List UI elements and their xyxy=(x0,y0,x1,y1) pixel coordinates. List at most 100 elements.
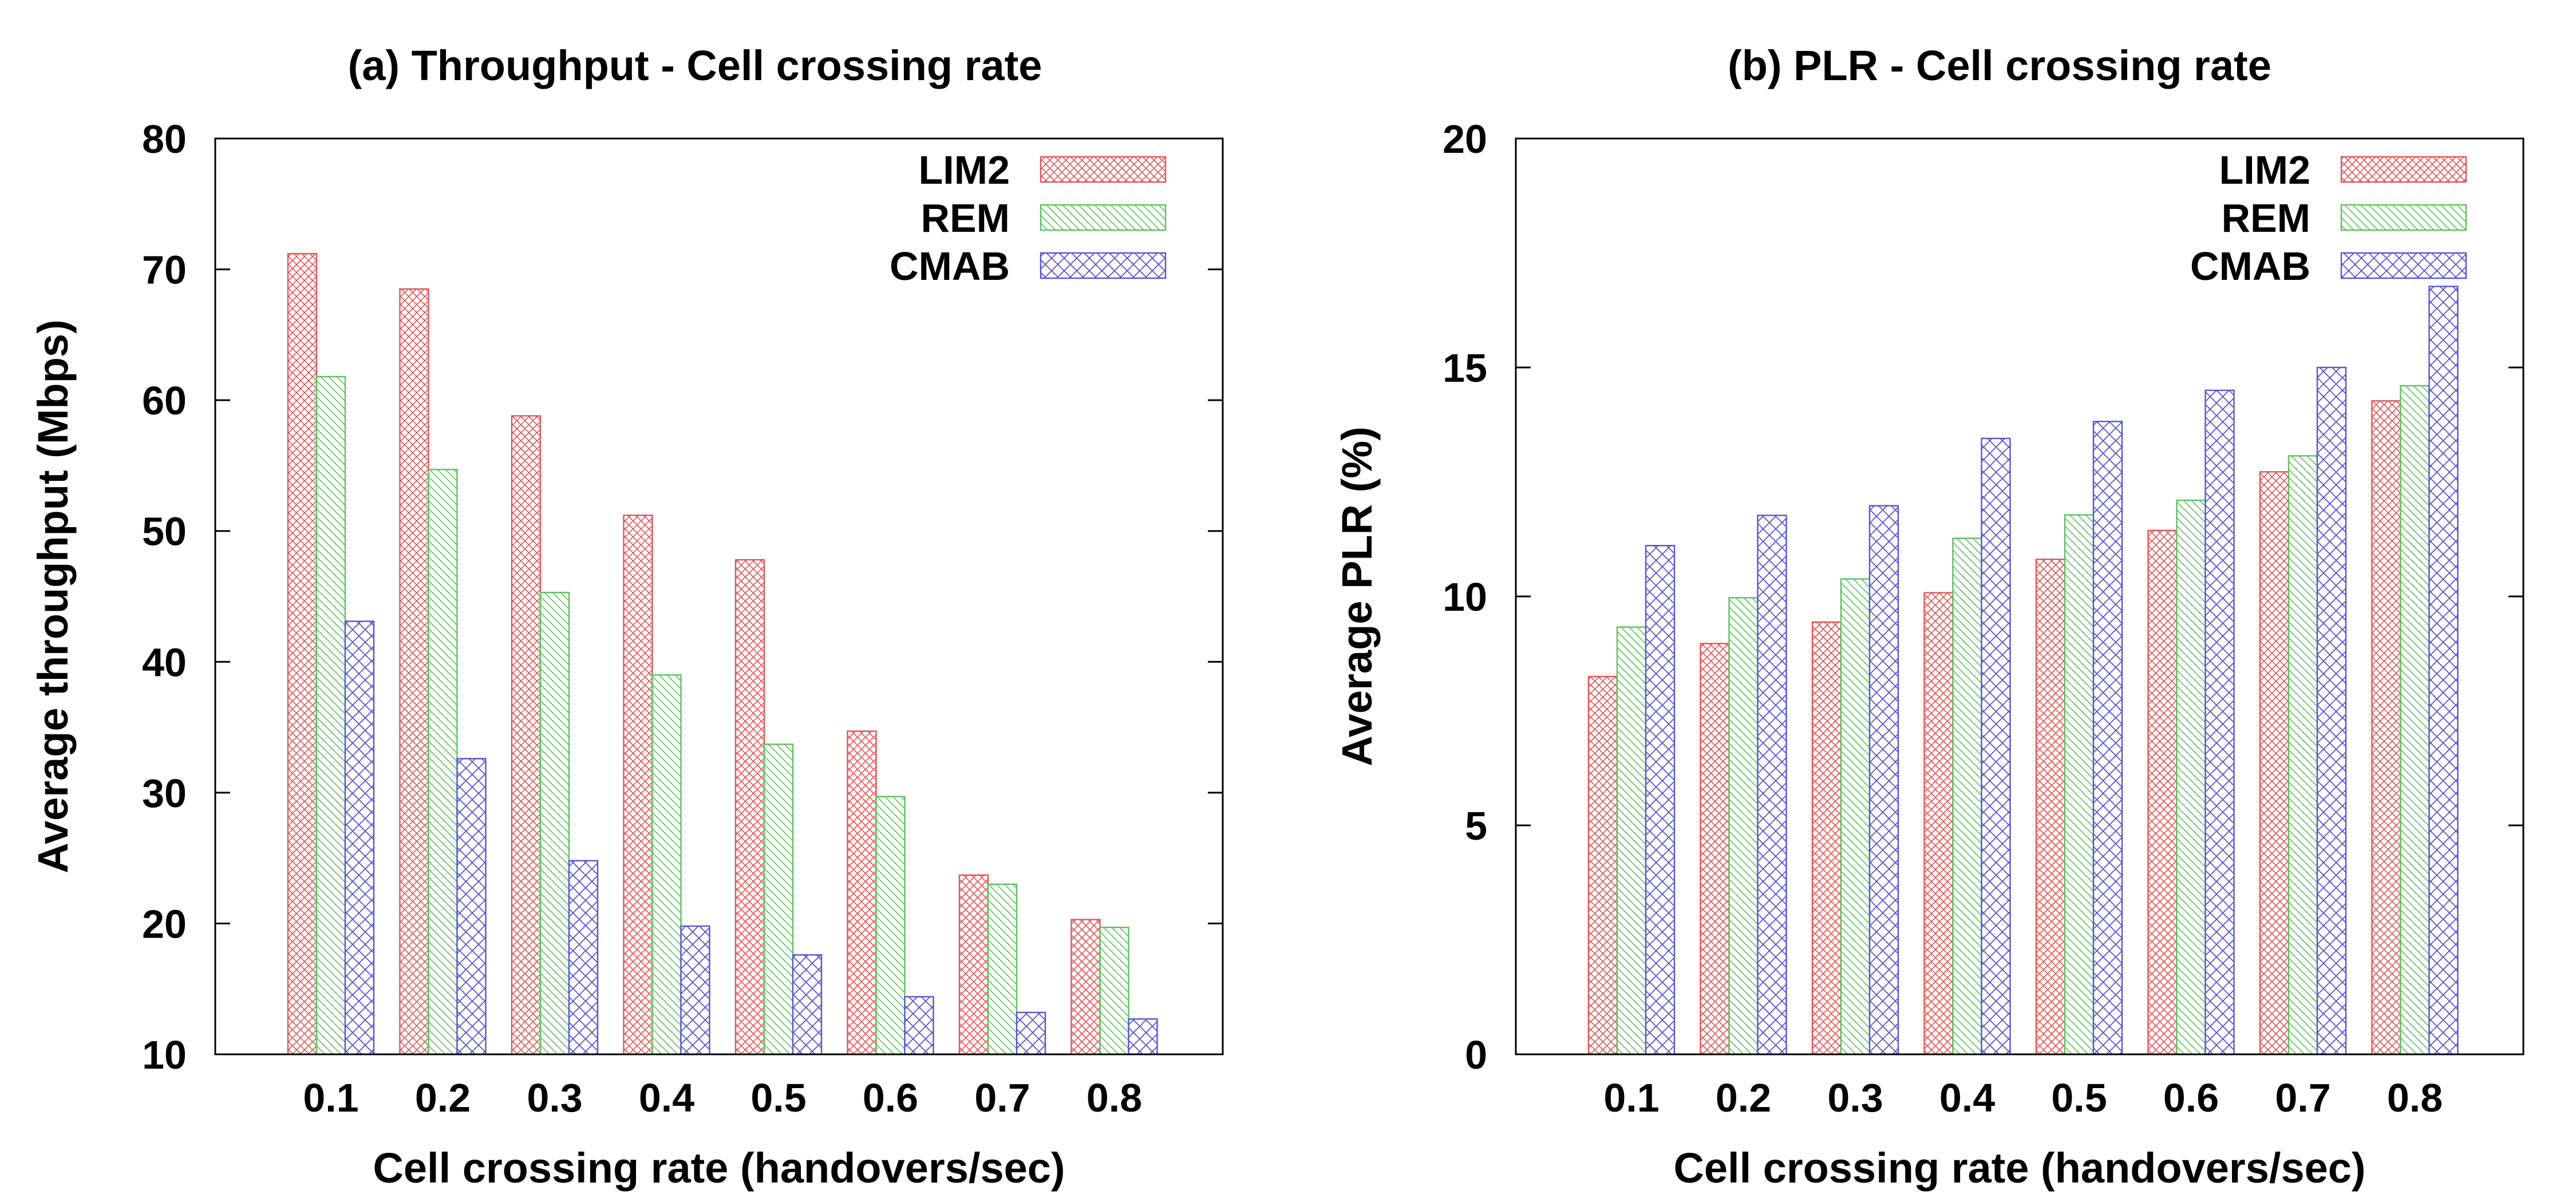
x-axis-label: Cell crossing rate (handovers/sec) xyxy=(373,1144,1065,1192)
x-tick-label: 0.6 xyxy=(2163,1076,2219,1120)
y-tick-label: 70 xyxy=(142,248,187,292)
y-tick-label: 5 xyxy=(1465,804,1487,848)
legend-swatch-cmab xyxy=(1040,252,1167,279)
x-tick-label: 0.5 xyxy=(750,1076,806,1120)
x-tick-label: 0.4 xyxy=(1939,1076,1995,1120)
bar-rem-0.2 xyxy=(1728,597,1759,1055)
y-axis-label: Average throughput (Mbps) xyxy=(29,319,77,873)
panel-throughput: (a) Throughput - Cell crossing rate 10 20… xyxy=(29,42,1224,1192)
y-tick-label: 10 xyxy=(142,1033,187,1077)
bar-lim2-0.3 xyxy=(1811,621,1842,1055)
chart-title: (b) PLR - Cell crossing rate xyxy=(1728,42,2271,89)
legend-swatch-rem xyxy=(2340,204,2467,231)
bar-rem-0.7 xyxy=(2287,455,2318,1055)
bar-rem-0.7 xyxy=(987,883,1018,1055)
bar-cmab-0.2 xyxy=(456,758,487,1055)
bar-lim2-0.1 xyxy=(287,252,318,1055)
panel-plr: (b) PLR - Cell crossing rate 0 5 10 15 20 0.… xyxy=(1333,42,2524,1192)
legend-label-lim2: LIM2 xyxy=(2219,148,2310,192)
x-axis: 0.1 0.2 0.3 0.4 0.5 0.6 0.7 0.8 xyxy=(303,1039,1142,1120)
bar-cmab-0.3 xyxy=(1868,505,1899,1055)
bar-lim2-0.3 xyxy=(511,415,542,1055)
y-axis: 10 20 30 40 50 60 70 80 xyxy=(142,117,1223,1077)
legend-label-rem: REM xyxy=(920,196,1010,240)
bar-rem-0.6 xyxy=(2176,499,2206,1055)
bar-cmab-0.6 xyxy=(904,996,934,1055)
bar-rem-0.6 xyxy=(875,796,906,1055)
x-tick-label: 0.1 xyxy=(303,1076,358,1120)
bar-cmab-0.5 xyxy=(2092,421,2123,1055)
x-tick-label: 0.3 xyxy=(527,1076,582,1120)
x-tick-label: 0.3 xyxy=(1827,1076,1883,1120)
x-tick-label: 0.5 xyxy=(2051,1076,2107,1120)
bar-lim2-0.7 xyxy=(2259,471,2290,1055)
bars xyxy=(1587,286,2459,1055)
legend-swatch-lim2 xyxy=(1040,156,1167,183)
bar-rem-0.4 xyxy=(1952,537,1982,1055)
bar-lim2-0.2 xyxy=(399,288,429,1055)
y-tick-label: 20 xyxy=(1443,117,1487,161)
legend-label-cmab: CMAB xyxy=(2190,244,2310,288)
x-tick-label: 0.1 xyxy=(1603,1076,1659,1120)
bar-rem-0.4 xyxy=(651,674,682,1055)
bar-rem-0.1 xyxy=(315,375,346,1055)
bar-rem-0.5 xyxy=(763,744,794,1055)
bar-rem-0.2 xyxy=(428,469,458,1055)
bar-cmab-0.3 xyxy=(568,860,599,1055)
bar-cmab-0.7 xyxy=(1016,1011,1046,1055)
x-tick-label: 0.2 xyxy=(415,1076,471,1120)
y-tick-label: 30 xyxy=(142,771,187,816)
bar-lim2-0.7 xyxy=(958,874,989,1055)
x-tick-label: 0.2 xyxy=(1716,1076,1771,1120)
bar-rem-0.3 xyxy=(1840,578,1871,1055)
legend-label-cmab: CMAB xyxy=(890,244,1010,288)
bar-rem-0.5 xyxy=(2064,514,2095,1055)
legend-swatch-cmab xyxy=(2340,252,2467,279)
y-tick-label: 40 xyxy=(142,640,187,685)
bar-lim2-0.8 xyxy=(1070,919,1101,1055)
y-tick-label: 20 xyxy=(142,902,187,946)
bar-rem-0.8 xyxy=(2400,385,2430,1055)
bar-cmab-0.8 xyxy=(2428,286,2459,1055)
bar-rem-0.1 xyxy=(1616,626,1647,1055)
x-tick-label: 0.4 xyxy=(639,1076,694,1120)
x-tick-label: 0.6 xyxy=(863,1076,918,1120)
y-tick-label: 50 xyxy=(142,509,187,554)
bar-cmab-0.1 xyxy=(1645,545,1676,1055)
y-tick-label: 80 xyxy=(142,117,187,161)
x-tick-label: 0.8 xyxy=(2387,1076,2443,1120)
bar-lim2-0.5 xyxy=(734,559,765,1055)
bar-cmab-0.8 xyxy=(1128,1018,1158,1055)
bar-cmab-0.1 xyxy=(344,620,375,1055)
y-tick-label: 15 xyxy=(1443,346,1487,390)
legend-label-rem: REM xyxy=(2221,196,2310,240)
chart-title: (a) Throughput - Cell crossing rate xyxy=(348,42,1042,89)
bar-rem-0.8 xyxy=(1099,927,1129,1055)
bar-lim2-0.4 xyxy=(623,515,653,1055)
y-axis-label: Average PLR (%) xyxy=(1333,426,1381,766)
plot-frame xyxy=(1515,137,2524,1055)
bar-cmab-0.6 xyxy=(2204,389,2235,1055)
bar-rem-0.3 xyxy=(539,591,570,1055)
x-tick-label: 0.7 xyxy=(2275,1076,2330,1120)
x-tick-label: 0.7 xyxy=(974,1076,1030,1120)
y-tick-label: 0 xyxy=(1465,1033,1487,1077)
plot-frame xyxy=(214,137,1224,1055)
bar-cmab-0.2 xyxy=(1757,515,1787,1055)
legend-swatch-rem xyxy=(1040,204,1167,231)
bar-cmab-0.4 xyxy=(680,925,710,1055)
bar-lim2-0.5 xyxy=(2035,559,2066,1055)
bars xyxy=(287,252,1158,1055)
x-axis-label: Cell crossing rate (handovers/sec) xyxy=(1673,1144,2365,1192)
bar-lim2-0.6 xyxy=(847,730,877,1055)
bar-lim2-0.2 xyxy=(1700,643,1730,1055)
y-tick-label: 10 xyxy=(1443,575,1487,619)
bar-lim2-0.6 xyxy=(2147,529,2178,1055)
legend-label-lim2: LIM2 xyxy=(919,148,1010,192)
bar-cmab-0.4 xyxy=(1981,437,2011,1055)
bar-cmab-0.7 xyxy=(2316,366,2347,1055)
bar-lim2-0.8 xyxy=(2371,400,2401,1055)
